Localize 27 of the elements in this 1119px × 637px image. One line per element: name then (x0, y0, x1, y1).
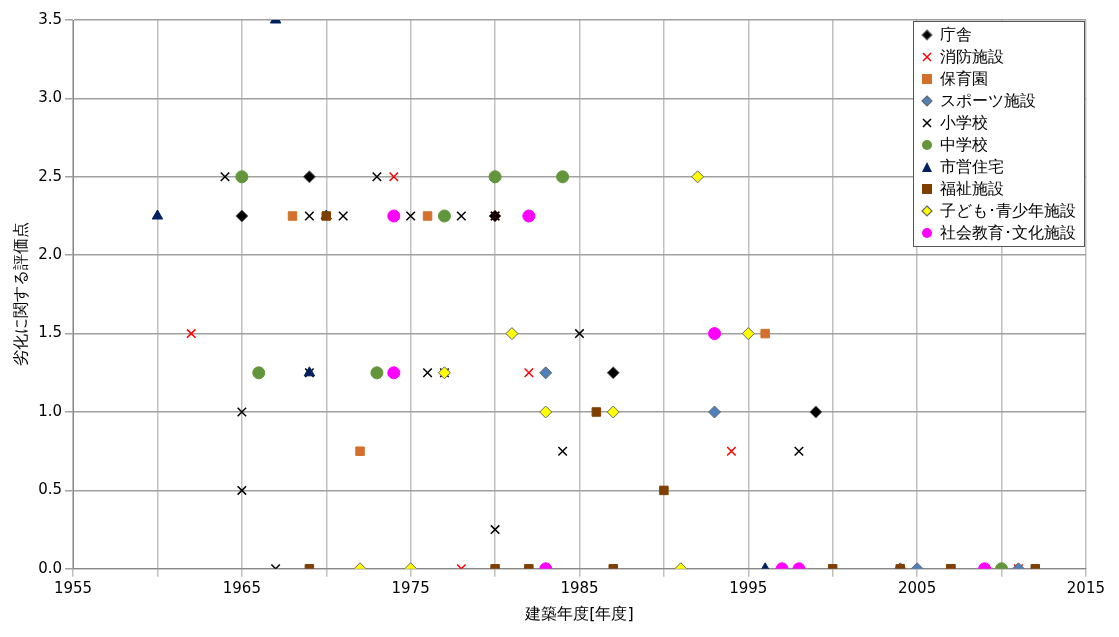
x-tick-label: 2015 (1066, 578, 1106, 597)
x-tick-label: 1965 (222, 578, 261, 597)
y-tick-label: 2.0 (38, 245, 63, 264)
legend-label: スポーツ施設 (939, 90, 1036, 112)
x-tick-label: 2005 (898, 578, 937, 597)
legend-label: 市営住宅 (939, 156, 1004, 178)
legend-label: 子ども･青少年施設 (939, 200, 1076, 222)
legend-label: 小学校 (939, 112, 988, 134)
x-tick-label: 1995 (729, 578, 768, 597)
legend-label: 消防施設 (939, 46, 1004, 68)
legend-label: 庁舎 (939, 24, 972, 46)
y-tick-label: 2.5 (38, 166, 63, 185)
legend-label: 保育園 (939, 68, 988, 90)
x-tick-label: 1975 (391, 578, 430, 597)
legend-label: 中学校 (939, 134, 988, 156)
x-axis-title: 建築年度[年度] (524, 603, 634, 623)
y-tick-label: 3.5 (38, 9, 63, 28)
legend-label: 社会教育･文化施設 (939, 222, 1076, 244)
y-axis-title: 劣化に関する評価点 (10, 222, 30, 367)
y-tick-label: 0.5 (38, 480, 63, 499)
x-tick-label: 1955 (53, 578, 93, 597)
legend-label: 福祉施設 (939, 178, 1004, 200)
y-tick-label: 1.0 (38, 401, 63, 420)
y-tick-label: 1.5 (38, 323, 63, 342)
y-tick-label: 0.0 (38, 558, 63, 577)
x-tick-label: 1985 (560, 578, 599, 597)
y-tick-label: 3.0 (38, 88, 63, 107)
